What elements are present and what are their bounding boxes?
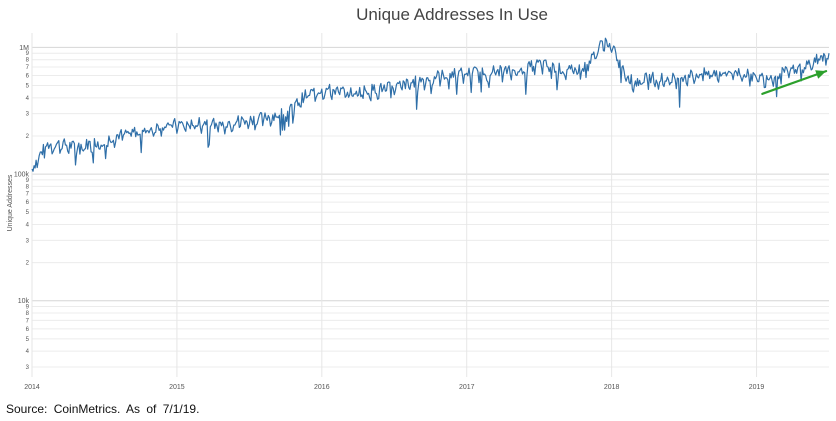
y-tick-label: 7 xyxy=(26,65,30,71)
x-tick-label: 2019 xyxy=(749,384,765,391)
y-tick-label: 5 xyxy=(26,210,30,216)
y-tick-label: 5 xyxy=(26,337,30,343)
y-tick-label: 1M xyxy=(19,45,29,52)
y-tick-label: 3 xyxy=(26,238,30,244)
x-axis-ticks: 2014 2015 2016 2017 2018 2019 xyxy=(24,384,764,391)
trend-arrow-head xyxy=(815,70,827,79)
y-tick-label: 2 xyxy=(26,134,30,140)
y-tick-label: 4 xyxy=(26,349,30,355)
x-tick-label: 2015 xyxy=(169,384,185,391)
y-tick-label: 10k xyxy=(18,298,30,305)
y-tick-label: 7 xyxy=(26,318,30,324)
y-tick-label: 4 xyxy=(26,96,30,102)
y-tick-label: 6 xyxy=(26,74,30,80)
y-tick-label: 3 xyxy=(26,112,30,118)
series-line xyxy=(31,37,830,172)
y-tick-label: 5 xyxy=(26,84,30,90)
y-tick-label: 7 xyxy=(26,192,30,198)
y-tick-label: 100k xyxy=(14,172,30,179)
y-tick-label: 9 xyxy=(26,178,30,184)
x-tick-label: 2014 xyxy=(24,384,40,391)
y-tick-label: 8 xyxy=(26,58,30,64)
annotations xyxy=(761,70,828,95)
y-tick-label: 3 xyxy=(26,365,30,371)
y-tick-label: 8 xyxy=(26,184,30,190)
y-tick-label: 6 xyxy=(26,327,30,333)
gridlines xyxy=(31,33,829,377)
x-tick-label: 2018 xyxy=(604,384,620,391)
y-tick-label: 9 xyxy=(26,51,30,57)
x-tick-label: 2016 xyxy=(314,384,330,391)
y-tick-label: 6 xyxy=(26,200,30,206)
y-tick-label: 8 xyxy=(26,311,30,317)
y-axis-label: Unique Addresses xyxy=(7,174,14,231)
x-tick-label: 2017 xyxy=(459,384,475,391)
source-note: Source: CoinMetrics. As of 7/1/19. xyxy=(6,402,200,416)
series-group xyxy=(31,37,830,172)
chart-title: Unique Addresses In Use xyxy=(356,5,548,24)
y-tick-label: 9 xyxy=(26,305,30,311)
y-tick-label: 2 xyxy=(26,261,30,267)
y-tick-label: 4 xyxy=(26,222,30,228)
trend-arrow-shaft xyxy=(761,70,828,95)
